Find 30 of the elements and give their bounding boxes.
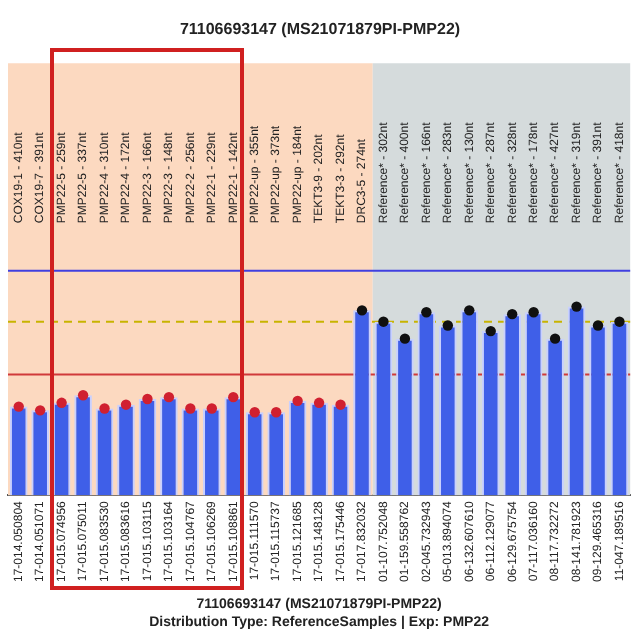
point <box>571 301 582 312</box>
point <box>614 316 625 327</box>
point <box>77 390 89 401</box>
point <box>292 395 303 407</box>
point <box>356 305 368 316</box>
point <box>464 305 475 316</box>
point <box>163 391 175 403</box>
point <box>485 325 496 337</box>
point <box>313 397 325 409</box>
point <box>506 308 518 320</box>
point <box>34 405 46 416</box>
point <box>120 399 132 410</box>
point <box>249 407 260 418</box>
point <box>13 401 24 412</box>
point <box>442 320 454 331</box>
point <box>335 399 346 410</box>
point <box>56 397 67 409</box>
point <box>421 307 432 318</box>
point <box>528 307 539 318</box>
point <box>185 403 196 414</box>
point <box>378 316 389 327</box>
point <box>228 391 239 403</box>
point <box>399 333 411 344</box>
point <box>549 333 561 344</box>
chart-title: 71106693147 (MS21071879PI-PMP22) <box>179 20 461 39</box>
point <box>270 407 282 418</box>
point <box>142 393 153 405</box>
point <box>99 403 110 414</box>
point <box>592 320 604 331</box>
point <box>206 403 218 414</box>
